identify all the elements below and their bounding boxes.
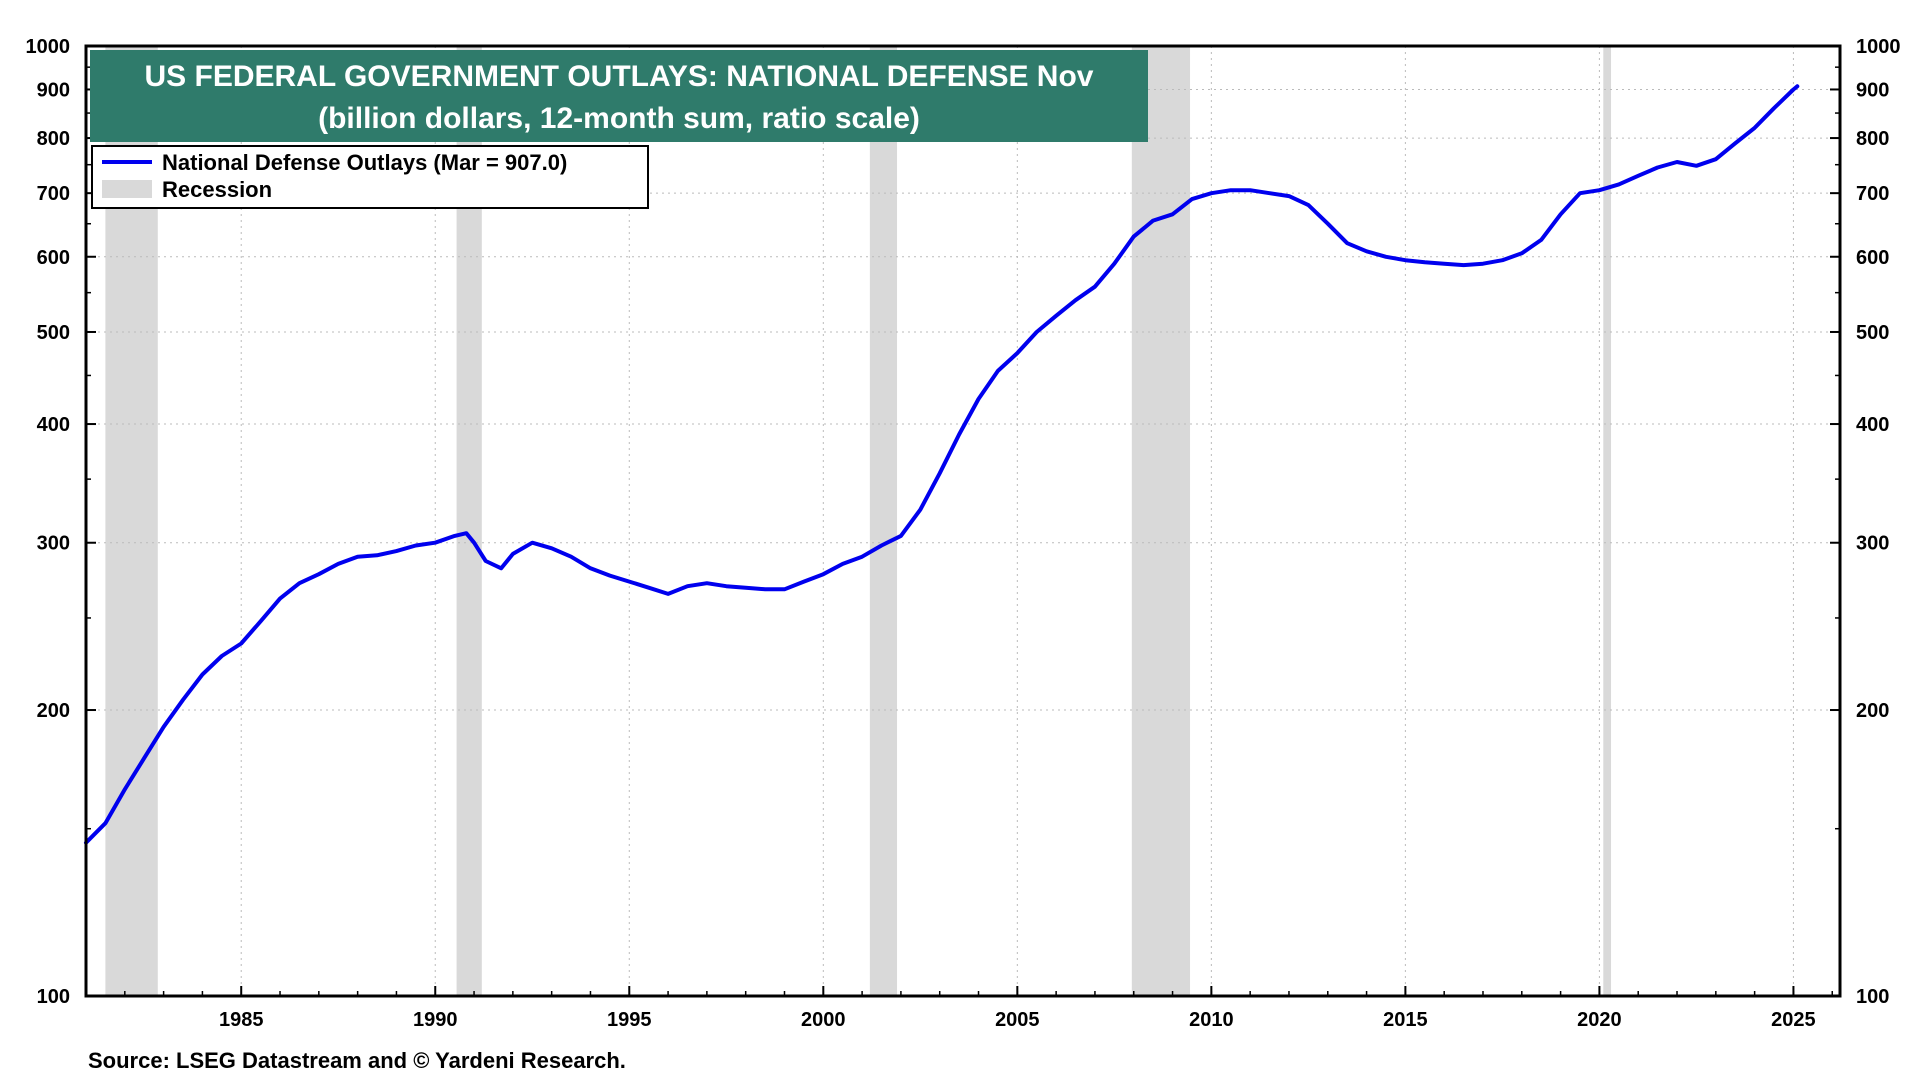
chart-subtitle: (billion dollars, 12-month sum, ratio sc… [318,102,920,135]
legend-label-recession: Recession [162,177,272,202]
x-tick-label-2005: 2005 [995,1009,1040,1031]
y-tick-label-left-700: 700 [37,183,70,205]
y-tick-label-left-1000: 1000 [26,36,71,58]
legend-recession-swatch [102,180,152,198]
y-tick-label-right-700: 700 [1856,183,1889,205]
y-tick-label-left-100: 100 [37,986,70,1008]
recession-band-4 [1131,46,1191,996]
y-tick-label-right-800: 800 [1856,128,1889,150]
x-axis: 1985 1990 1995 2000 2005 2010 2015 2020 2025 [85,986,1833,1031]
legend-label-series: National Defense Outlays (Mar = 907.0) [162,150,567,175]
x-tick-label-1990: 1990 [413,1009,458,1031]
y-tick-label-right-500: 500 [1856,322,1889,344]
recession-band-5 [1603,46,1612,996]
chart-title: US FEDERAL GOVERNMENT OUTLAYS: NATIONAL … [145,60,1094,93]
y-tick-label-right-400: 400 [1856,414,1889,436]
x-tick-label-1985: 1985 [219,1009,264,1031]
y-tick-label-right-200: 200 [1856,700,1889,722]
y-axes: 100 100 200 200 300 300 400 400 500 500 600 600 700 7… [26,36,1901,1008]
series-line-national-defense-outlays [84,84,1800,845]
y-tick-label-right-600: 600 [1856,247,1889,269]
y-tick-label-left-300: 300 [37,533,70,555]
y-tick-label-right-1000: 1000 [1856,36,1901,58]
x-tick-label-2010: 2010 [1189,1009,1234,1031]
plot-frame [84,44,1842,998]
y-tick-label-left-200: 200 [37,700,70,722]
y-tick-label-right-100: 100 [1856,986,1889,1008]
y-tick-label-left-500: 500 [37,322,70,344]
y-tick-label-left-900: 900 [37,79,70,101]
y-tick-label-left-400: 400 [37,414,70,436]
source-note: Source: LSEG Datastream and © Yardeni Re… [88,1048,626,1073]
title-background [90,50,1148,142]
y-tick-label-right-300: 300 [1856,533,1889,555]
title-box: US FEDERAL GOVERNMENT OUTLAYS: NATIONAL … [90,50,1148,142]
legend: National Defense Outlays (Mar = 907.0) R… [91,145,649,209]
series-layer [84,84,1800,845]
legend-box [91,145,649,209]
x-tick-label-2025: 2025 [1771,1009,1816,1031]
y-tick-label-left-800: 800 [37,128,70,150]
recession-band-3 [869,46,898,996]
x-tick-label-2015: 2015 [1383,1009,1428,1031]
x-tick-label-2020: 2020 [1577,1009,1622,1031]
x-tick-label-2000: 2000 [801,1009,846,1031]
x-tick-label-1995: 1995 [607,1009,652,1031]
y-tick-label-right-900: 900 [1856,79,1889,101]
y-tick-label-left-600: 600 [37,247,70,269]
